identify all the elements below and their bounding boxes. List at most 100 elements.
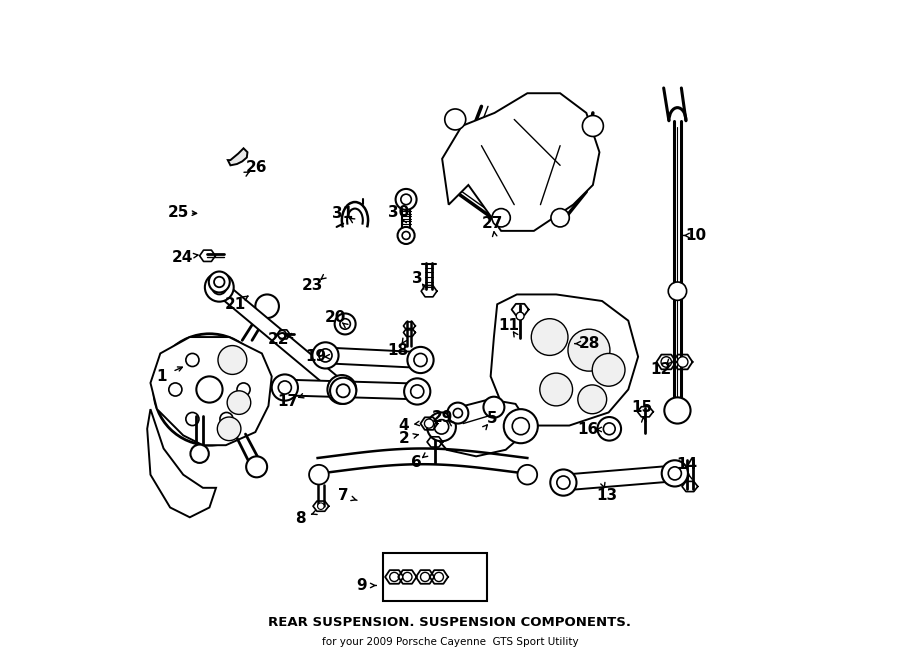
Circle shape — [209, 272, 230, 292]
Circle shape — [428, 412, 456, 442]
Circle shape — [504, 409, 538, 444]
Circle shape — [186, 354, 199, 367]
Circle shape — [492, 209, 510, 227]
Text: 23: 23 — [302, 278, 323, 293]
Circle shape — [662, 357, 671, 368]
Circle shape — [435, 420, 449, 434]
Circle shape — [568, 329, 610, 371]
Circle shape — [408, 347, 434, 373]
Text: 6: 6 — [410, 455, 421, 471]
Circle shape — [390, 572, 399, 582]
Polygon shape — [442, 93, 599, 231]
Circle shape — [678, 357, 688, 368]
Circle shape — [517, 312, 524, 320]
Text: 24: 24 — [172, 250, 194, 264]
Text: 12: 12 — [651, 362, 671, 377]
Circle shape — [196, 376, 222, 403]
Text: 25: 25 — [167, 205, 189, 220]
Circle shape — [425, 419, 434, 428]
Circle shape — [403, 572, 412, 582]
Circle shape — [335, 382, 349, 397]
Polygon shape — [491, 294, 638, 426]
Text: 29: 29 — [431, 410, 453, 424]
Circle shape — [227, 391, 251, 414]
Polygon shape — [215, 282, 346, 395]
Text: 28: 28 — [579, 336, 600, 351]
Circle shape — [398, 227, 415, 244]
Circle shape — [396, 189, 417, 210]
Circle shape — [664, 397, 690, 424]
Circle shape — [404, 378, 430, 405]
Circle shape — [205, 273, 234, 301]
Text: 1: 1 — [157, 369, 166, 384]
Text: for your 2009 Porsche Cayenne  GTS Sport Utility: for your 2009 Porsche Cayenne GTS Sport … — [321, 637, 579, 647]
Circle shape — [186, 412, 199, 426]
Circle shape — [669, 282, 687, 300]
Circle shape — [278, 330, 286, 338]
Text: 18: 18 — [387, 342, 408, 358]
Circle shape — [531, 319, 568, 356]
Circle shape — [312, 342, 338, 369]
Polygon shape — [432, 399, 526, 456]
Polygon shape — [228, 148, 248, 165]
Text: 10: 10 — [685, 228, 706, 243]
Circle shape — [551, 209, 570, 227]
Circle shape — [512, 418, 529, 435]
Circle shape — [184, 364, 236, 416]
Circle shape — [400, 194, 411, 205]
Circle shape — [154, 334, 266, 446]
Circle shape — [330, 377, 356, 404]
Circle shape — [309, 465, 328, 485]
Circle shape — [220, 354, 233, 367]
Text: 9: 9 — [356, 578, 367, 593]
Circle shape — [592, 354, 625, 386]
Text: 11: 11 — [499, 318, 519, 332]
Circle shape — [447, 403, 468, 424]
Circle shape — [445, 109, 465, 130]
Circle shape — [220, 412, 233, 426]
Text: 13: 13 — [597, 488, 618, 503]
Text: 16: 16 — [577, 422, 598, 437]
Circle shape — [414, 354, 427, 367]
Text: REAR SUSPENSION. SUSPENSION COMPONENTS.: REAR SUSPENSION. SUSPENSION COMPONENTS. — [268, 615, 632, 629]
Circle shape — [578, 385, 607, 414]
Text: 8: 8 — [295, 511, 306, 526]
Circle shape — [540, 373, 572, 406]
Circle shape — [237, 383, 250, 396]
Text: 21: 21 — [225, 297, 247, 312]
Circle shape — [169, 383, 182, 396]
Circle shape — [420, 572, 429, 582]
Circle shape — [319, 349, 332, 362]
Polygon shape — [562, 465, 676, 490]
Text: 7: 7 — [338, 488, 348, 503]
Text: 19: 19 — [306, 349, 327, 364]
Text: 4: 4 — [399, 418, 410, 433]
Circle shape — [557, 476, 570, 489]
Bar — [383, 553, 487, 601]
Text: 15: 15 — [632, 401, 652, 415]
Circle shape — [212, 280, 227, 294]
Circle shape — [454, 408, 463, 418]
Circle shape — [518, 465, 537, 485]
Text: 14: 14 — [677, 457, 698, 473]
Circle shape — [483, 397, 504, 418]
Circle shape — [278, 381, 292, 394]
Circle shape — [272, 374, 298, 401]
Text: 17: 17 — [277, 394, 299, 408]
Circle shape — [340, 319, 350, 329]
Text: 30: 30 — [388, 205, 410, 220]
Circle shape — [318, 503, 324, 510]
Circle shape — [335, 313, 356, 334]
Text: 20: 20 — [325, 310, 346, 325]
Circle shape — [166, 347, 252, 432]
Circle shape — [337, 384, 350, 397]
Circle shape — [410, 385, 424, 398]
Circle shape — [217, 417, 241, 441]
Circle shape — [218, 346, 247, 374]
Text: 31: 31 — [332, 206, 353, 221]
Circle shape — [214, 277, 224, 288]
Text: 5: 5 — [487, 412, 498, 426]
Circle shape — [191, 445, 209, 463]
Circle shape — [435, 572, 444, 582]
Circle shape — [603, 423, 616, 435]
